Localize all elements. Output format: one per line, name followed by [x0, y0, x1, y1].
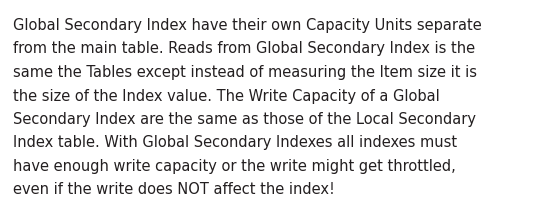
Text: Global Secondary Index have their own Capacity Units separate: Global Secondary Index have their own Ca… [13, 18, 482, 33]
Text: Index table. With Global Secondary Indexes all indexes must: Index table. With Global Secondary Index… [13, 135, 457, 150]
Text: same the Tables except instead of measuring the Item size it is: same the Tables except instead of measur… [13, 65, 477, 80]
Text: from the main table. Reads from Global Secondary Index is the: from the main table. Reads from Global S… [13, 42, 475, 56]
Text: the size of the Index value. The Write Capacity of a Global: the size of the Index value. The Write C… [13, 88, 440, 103]
Text: have enough write capacity or the write might get throttled,: have enough write capacity or the write … [13, 159, 456, 174]
Text: even if the write does NOT affect the index!: even if the write does NOT affect the in… [13, 182, 335, 198]
Text: Secondary Index are the same as those of the Local Secondary: Secondary Index are the same as those of… [13, 112, 476, 127]
